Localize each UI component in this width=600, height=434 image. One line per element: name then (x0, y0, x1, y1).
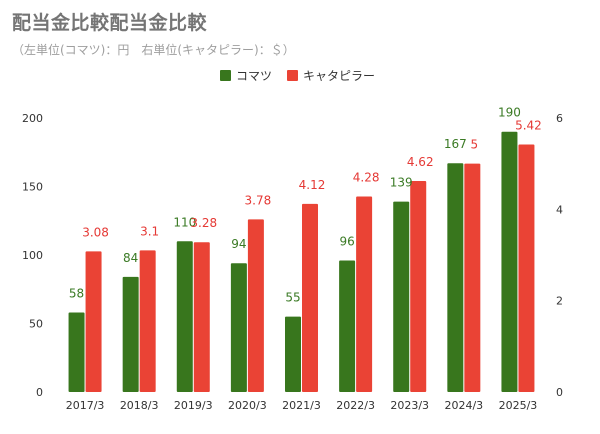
bar-komatsu (447, 163, 464, 392)
data-label-caterpillar: 4.62 (407, 155, 434, 169)
bar-caterpillar (518, 144, 535, 392)
x-tick-label: 2023/3 (390, 399, 429, 412)
data-label-komatsu: 55 (285, 291, 300, 305)
x-tick-label: 2022/3 (336, 399, 375, 412)
bar-komatsu (68, 312, 85, 392)
data-label-caterpillar: 4.28 (353, 171, 380, 185)
y-right-tick-label: 6 (556, 112, 563, 125)
bar-caterpillar (410, 181, 427, 392)
data-label-caterpillar: 3.78 (245, 193, 272, 207)
bar-komatsu (176, 241, 193, 392)
bar-caterpillar (464, 163, 481, 392)
y-right-tick-label: 4 (556, 203, 563, 216)
data-label-caterpillar: 4.12 (299, 178, 326, 192)
bar-caterpillar (247, 219, 264, 392)
data-label-komatsu: 96 (339, 234, 354, 248)
data-label-caterpillar: 3.08 (82, 225, 109, 239)
data-label-caterpillar: 3.1 (140, 224, 159, 238)
y-left-tick-label: 150 (22, 181, 43, 194)
data-label-komatsu: 84 (123, 251, 138, 265)
data-label-komatsu: 167 (444, 137, 467, 151)
bar-komatsu (393, 201, 410, 392)
y-left-tick-label: 0 (36, 386, 43, 399)
bar-caterpillar (139, 250, 156, 392)
x-tick-label: 2020/3 (228, 399, 267, 412)
data-label-komatsu: 139 (390, 176, 413, 190)
x-tick-label: 2021/3 (282, 399, 321, 412)
bar-caterpillar (302, 203, 318, 392)
bar-komatsu (122, 276, 139, 392)
x-tick-label: 2024/3 (444, 399, 483, 412)
bar-caterpillar (356, 196, 373, 392)
x-tick-label: 2019/3 (174, 399, 213, 412)
x-tick-label: 2025/3 (499, 399, 538, 412)
bar-caterpillar (85, 251, 102, 392)
legend-label-2: キャタピラー (303, 69, 375, 83)
bar-komatsu (285, 316, 301, 392)
legend-swatch-1 (220, 70, 231, 81)
bar-komatsu (339, 260, 356, 392)
data-label-caterpillar: 3.28 (190, 216, 217, 230)
data-label-komatsu: 110 (173, 215, 196, 229)
x-tick-label: 2017/3 (66, 399, 105, 412)
data-label-komatsu: 94 (231, 237, 246, 251)
y-right-tick-label: 2 (556, 295, 563, 308)
data-label-caterpillar: 5.42 (515, 118, 542, 132)
chart-title: 配当金比較配当金比較 (12, 12, 208, 34)
data-label-komatsu: 58 (69, 287, 84, 301)
y-left-tick-label: 100 (22, 249, 43, 262)
data-label-komatsu: 190 (498, 106, 521, 120)
bar-komatsu (501, 131, 518, 392)
y-right-tick-label: 0 (556, 386, 563, 399)
chart-subtitle: （左単位(コマツ)：円 右単位(キャタピラー)：＄） (12, 43, 295, 57)
legend-swatch-2 (287, 70, 298, 81)
bar-komatsu (230, 263, 247, 392)
x-tick-label: 2018/3 (120, 399, 159, 412)
y-left-tick-label: 200 (22, 112, 43, 125)
data-label-caterpillar: 5 (471, 138, 479, 152)
y-left-tick-label: 50 (29, 318, 43, 331)
legend-label-1: コマツ (236, 69, 272, 83)
bar-caterpillar (193, 242, 210, 392)
